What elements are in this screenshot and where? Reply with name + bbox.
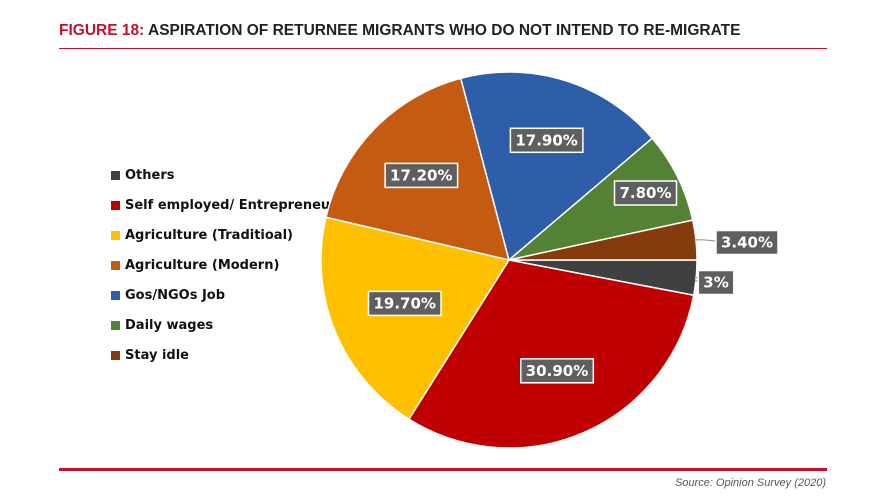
legend-swatch [111, 290, 120, 300]
legend-item-self-employed-entrepreneurship: Self employed/ Entrepreneurship [111, 190, 367, 220]
legend-label: Agriculture (Modern) [125, 257, 280, 273]
legend-swatch [111, 320, 120, 330]
data-label-text: 7.80% [619, 184, 671, 202]
legend-item-agriculture-traditioal: Agriculture (Traditioal) [111, 220, 367, 250]
footer-rule [59, 468, 827, 471]
legend-label: Self employed/ Entrepreneurship [125, 197, 368, 213]
data-label-text: 17.90% [515, 131, 577, 149]
data-label-others: 3% [693, 269, 735, 296]
legend-label: Agriculture (Traditioal) [125, 227, 293, 243]
data-label-box [613, 180, 678, 206]
legend-label: Stay idle [125, 347, 189, 363]
pie-slice-gos-ngos-job [459, 71, 654, 262]
data-label-box [367, 290, 442, 317]
data-label-text: 17.20% [390, 166, 452, 184]
data-label-box [520, 358, 595, 384]
legend-label: Gos/NGOs Job [125, 287, 226, 303]
data-label-text: 3% [703, 274, 728, 292]
data-label-daily-wages: 7.80% [613, 180, 678, 206]
data-label-agriculture-modern: 17.20% [384, 162, 459, 189]
legend-swatch [111, 170, 120, 180]
figure-number: FIGURE 18: [59, 22, 145, 39]
title-rule [59, 48, 827, 49]
legend-item-gos-ngos-job: Gos/NGOs Job [111, 280, 367, 310]
data-label-box [715, 229, 779, 256]
legend-item-daily-wages: Daily wages [111, 310, 367, 340]
source-note: Source: Opinion Survey (2020) [674, 477, 826, 489]
legend-item-agriculture-modern: Agriculture (Modern) [111, 250, 367, 280]
legend-label: Daily wages [125, 317, 214, 333]
data-label-box [384, 162, 459, 189]
pie-slices [320, 71, 698, 449]
legend-swatch [111, 260, 120, 270]
data-label-agriculture-traditioal: 19.70% [367, 290, 442, 317]
data-label-self-employed-entrepreneurship: 30.90% [520, 358, 595, 384]
pie-slice-agriculture-traditioal [320, 216, 511, 421]
legend-item-others: Others [111, 160, 367, 190]
figure-title: FIGURE 18: ASPIRATION OF RETURNEE MIGRAN… [59, 22, 740, 40]
chart-legend: Others Self employed/ Entrepreneurship Agr… [111, 160, 367, 370]
legend-swatch [111, 350, 120, 360]
data-label-text: 30.90% [526, 362, 588, 380]
data-label-stay-idle: 3.40% [693, 229, 779, 256]
legend-swatch [111, 200, 120, 210]
figure-title-text: ASPIRATION OF RETURNEE MIGRANTS WHO DO N… [148, 22, 741, 39]
data-label-box [697, 269, 735, 296]
data-label-text: 19.70% [373, 294, 435, 312]
data-label-gos-ngos-job: 17.90% [509, 127, 584, 154]
data-label-box [509, 127, 584, 154]
data-label-text: 3.40% [721, 234, 773, 252]
legend-label: Others [125, 167, 175, 183]
legend-swatch [111, 230, 120, 240]
legend-item-stay-idle: Stay idle [111, 340, 367, 370]
